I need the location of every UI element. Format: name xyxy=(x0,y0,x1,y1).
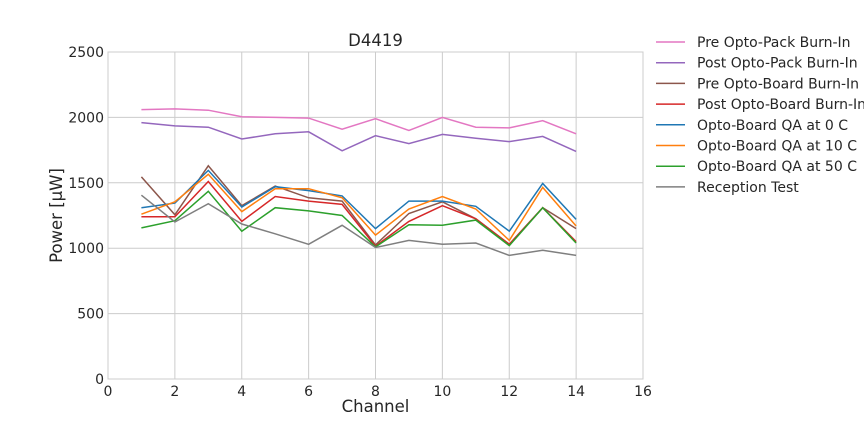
legend-label: Opto-Board QA at 10 C xyxy=(697,139,857,155)
legend-label: Post Opto-Board Burn-In xyxy=(697,97,864,113)
legend-label: Opto-Board QA at 0 C xyxy=(697,118,848,134)
legend-label: Post Opto-Pack Burn-In xyxy=(697,56,858,72)
x-axis-label: Channel xyxy=(342,397,410,416)
legend-item-opto-board-qa-at-50-c: Opto-Board QA at 50 C xyxy=(656,159,857,175)
legend-label: Reception Test xyxy=(697,180,799,196)
x-tick-label: 16 xyxy=(634,384,652,400)
legend-item-opto-board-qa-at-0-c: Opto-Board QA at 0 C xyxy=(656,118,848,134)
legend-item-opto-board-qa-at-10-c: Opto-Board QA at 10 C xyxy=(656,139,857,155)
legend-item-pre-opto-board-burn-in: Pre Opto-Board Burn-In xyxy=(656,76,859,92)
legend-label: Pre Opto-Board Burn-In xyxy=(697,76,859,92)
legend-item-post-opto-board-burn-in: Post Opto-Board Burn-In xyxy=(656,97,864,113)
y-tick-label: 500 xyxy=(77,307,104,323)
x-tick-label: 14 xyxy=(567,384,585,400)
legend-label: Opto-Board QA at 50 C xyxy=(697,159,857,175)
series-line-opto-board-qa-at-0-c xyxy=(141,169,577,233)
y-tick-label: 2500 xyxy=(68,45,104,61)
y-tick-label: 0 xyxy=(95,372,104,388)
legend-item-post-opto-pack-burn-in: Post Opto-Pack Burn-In xyxy=(656,56,858,72)
y-axis-label: Power [µW] xyxy=(47,168,66,263)
x-tick-label: 2 xyxy=(170,384,179,400)
series-lines xyxy=(140,108,577,257)
y-tick-label: 1500 xyxy=(68,176,104,192)
tick-labels: 0 2 4 6 8 10 12 14 16 0 500 1000 1500 2000 2500 xyxy=(68,45,652,400)
series-line-post-opto-pack-burn-in xyxy=(141,121,577,153)
legend-item-reception-test: Reception Test xyxy=(656,180,799,196)
y-tick-label: 1000 xyxy=(68,241,104,257)
x-tick-label: 12 xyxy=(500,384,518,400)
y-tick-label: 2000 xyxy=(68,110,104,126)
x-tick-label: 0 xyxy=(104,384,113,400)
series-line-opto-board-qa-at-10-c xyxy=(141,173,577,242)
series-line-pre-opto-pack-burn-in xyxy=(141,108,577,135)
series-line-post-opto-board-burn-in xyxy=(141,180,577,248)
x-tick-label: 10 xyxy=(433,384,451,400)
x-tick-label: 6 xyxy=(304,384,313,400)
legend-item-pre-opto-pack-burn-in: Pre Opto-Pack Burn-In xyxy=(656,35,851,51)
x-tick-label: 8 xyxy=(371,384,380,400)
chart-title: D4419 xyxy=(348,31,403,50)
series-line-reception-test xyxy=(140,194,577,257)
plot-area-frame xyxy=(107,51,644,380)
x-tick-label: 4 xyxy=(237,384,246,400)
legend-label: Pre Opto-Pack Burn-In xyxy=(697,35,851,51)
series-line-opto-board-qa-at-50-c xyxy=(141,190,577,248)
legend: Pre Opto-Pack Burn-In Post Opto-Pack Burn… xyxy=(656,35,864,196)
